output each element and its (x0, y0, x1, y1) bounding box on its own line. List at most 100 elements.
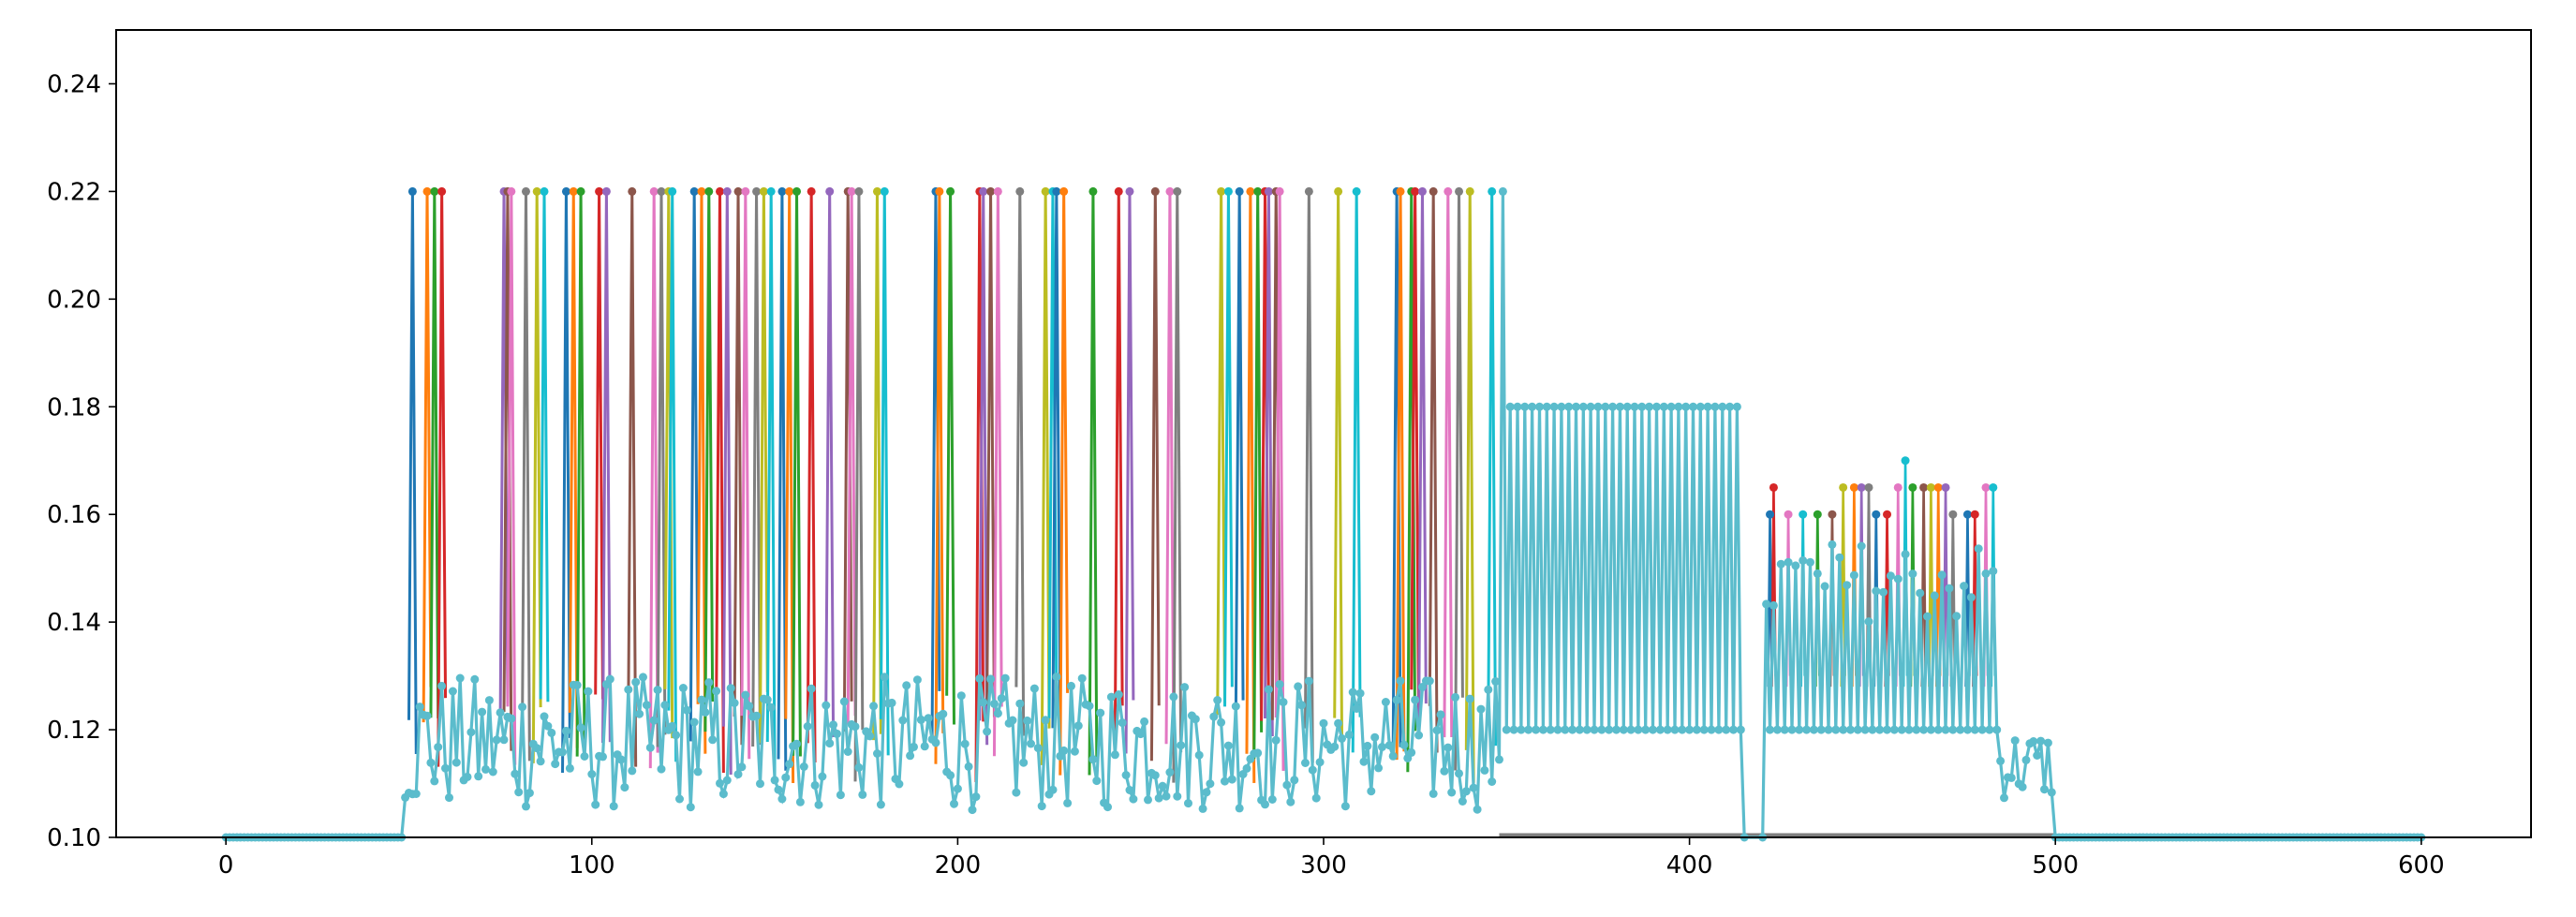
top-series-marker (1641, 725, 1651, 734)
spike-marker (1411, 186, 1420, 196)
top-series-marker (1425, 676, 1434, 686)
top-series-marker (1513, 402, 1522, 411)
spike-marker (1246, 186, 1255, 196)
top-series-marker (2018, 782, 2027, 791)
top-series-marker (1308, 765, 1317, 775)
spike-marker (1396, 186, 1405, 196)
spike-marker (716, 186, 724, 196)
top-series-marker (1970, 725, 1979, 734)
top-series-marker (1846, 725, 1855, 734)
top-series-marker (1517, 725, 1526, 734)
burst-peak-marker (1766, 510, 1775, 519)
top-series-marker (591, 800, 600, 809)
top-series-marker (770, 776, 779, 785)
top-series-marker (1590, 725, 1599, 734)
x-tick-label: 500 (2032, 851, 2079, 880)
top-series-marker (532, 744, 541, 753)
top-series-marker (1930, 591, 1939, 600)
top-series-marker (1908, 569, 1917, 579)
top-series-marker (1154, 793, 1163, 803)
top-series-marker (880, 673, 889, 682)
top-series-marker (1000, 673, 1010, 683)
top-series-marker (1008, 716, 1017, 725)
spike-marker (1015, 186, 1025, 196)
spike-marker (569, 186, 578, 196)
spike-marker (437, 186, 447, 196)
top-series-marker (1085, 702, 1094, 711)
top-series-marker (1612, 725, 1621, 734)
top-series-marker (1985, 725, 1994, 734)
top-series-marker (628, 766, 637, 776)
top-series-marker (1162, 791, 1171, 801)
top-series-marker (1048, 785, 1058, 794)
top-series-marker (953, 784, 962, 793)
spike-marker (880, 186, 889, 196)
x-tick-label: 100 (569, 851, 615, 880)
top-series-marker (906, 751, 915, 761)
top-series-marker (1989, 567, 1998, 576)
top-series-marker (1619, 725, 1628, 734)
top-series-marker (693, 767, 703, 776)
top-series-marker (484, 696, 494, 705)
top-series-marker (441, 763, 450, 773)
burst-peak-marker (1828, 510, 1837, 519)
top-series-marker (1772, 725, 1782, 734)
y-tick-label: 0.18 (47, 393, 101, 422)
burst-peak-marker (1849, 482, 1858, 492)
top-series-marker (2043, 738, 2052, 747)
top-series-marker (854, 762, 864, 772)
top-series-marker (1125, 786, 1134, 794)
spike-marker (785, 186, 794, 196)
top-series-marker (1177, 741, 1186, 750)
top-series-marker (873, 749, 881, 758)
top-series-marker (803, 722, 812, 731)
top-series-marker (466, 728, 476, 737)
burst-peak-marker (1919, 482, 1929, 492)
top-series-marker (1150, 771, 1160, 780)
top-series-marker (1041, 716, 1050, 725)
burst-peak-marker (1926, 482, 1935, 492)
top-series-marker (672, 731, 681, 740)
top-series-marker (1037, 802, 1046, 811)
top-series-marker (1835, 553, 1844, 562)
spike-marker (847, 186, 856, 196)
top-series-marker (1407, 747, 1416, 757)
top-series-marker (1447, 788, 1457, 797)
spike-marker (752, 186, 762, 196)
top-series-marker (781, 773, 791, 782)
top-series-marker (726, 684, 735, 693)
top-series-marker (1685, 725, 1695, 734)
x-tick-label: 200 (935, 851, 982, 880)
top-series-marker (558, 747, 567, 757)
top-series-marker (1184, 799, 1192, 808)
burst-peak-marker (1799, 510, 1808, 519)
top-series-marker (1762, 599, 1771, 609)
top-series-marker (1546, 725, 1555, 734)
top-series-marker (1568, 725, 1577, 734)
top-series-marker (1227, 775, 1236, 784)
top-series-marker (1630, 402, 1639, 411)
top-series-marker (1480, 765, 1489, 775)
top-series-marker (1549, 402, 1559, 411)
spike-marker (668, 186, 677, 196)
top-series-marker (752, 711, 762, 720)
top-series-marker (737, 762, 747, 772)
burst-peak-marker (1901, 456, 1910, 466)
top-series-marker (2006, 773, 2016, 782)
top-series-marker (1919, 725, 1929, 734)
top-series-marker (1140, 717, 1149, 726)
spike-marker (1217, 186, 1226, 196)
top-series-marker (1615, 402, 1624, 411)
top-series-marker (975, 673, 985, 683)
top-series-marker (829, 720, 838, 730)
top-series-marker (1857, 541, 1866, 551)
top-series-marker (876, 800, 885, 809)
top-series-marker (1491, 677, 1501, 686)
top-series-marker (1311, 793, 1321, 803)
top-series-marker (1872, 586, 1881, 596)
top-series-marker (1901, 550, 1910, 559)
spike-marker (561, 186, 570, 196)
top-series-marker (1469, 783, 1478, 792)
top-series-marker (511, 769, 520, 778)
